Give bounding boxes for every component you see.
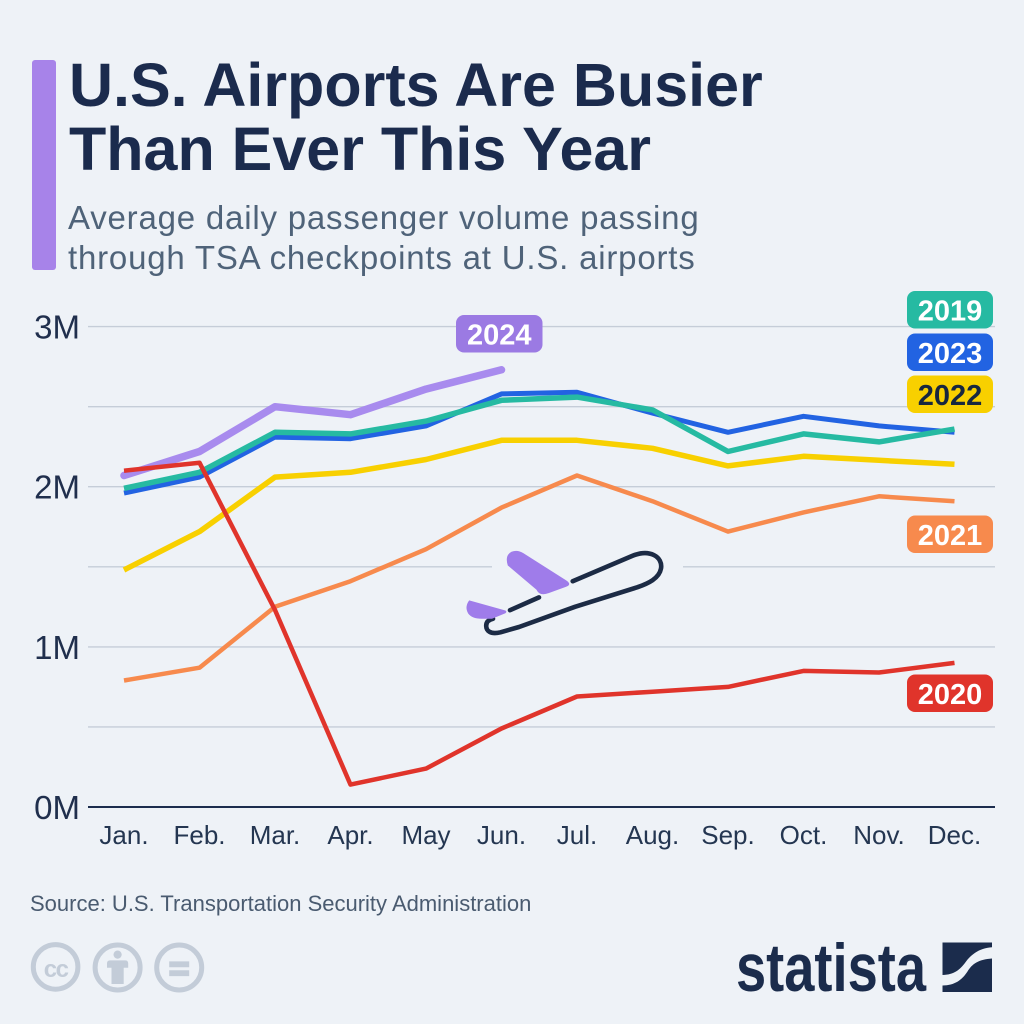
svg-text:Sep.: Sep. xyxy=(701,820,755,850)
svg-text:Jan.: Jan. xyxy=(99,820,148,850)
svg-text:Aug.: Aug. xyxy=(626,820,680,850)
svg-text:Jun.: Jun. xyxy=(477,820,526,850)
svg-text:2023: 2023 xyxy=(918,338,983,370)
svg-text:0M: 0M xyxy=(34,789,80,826)
svg-text:cc: cc xyxy=(44,956,69,983)
svg-text:2024: 2024 xyxy=(467,319,532,351)
svg-text:Oct.: Oct. xyxy=(780,820,828,850)
svg-text:May: May xyxy=(401,820,450,850)
svg-text:Nov.: Nov. xyxy=(853,820,905,850)
svg-text:Feb.: Feb. xyxy=(173,820,225,850)
svg-text:2019: 2019 xyxy=(918,295,983,327)
svg-text:2020: 2020 xyxy=(918,679,983,711)
svg-text:Apr.: Apr. xyxy=(327,820,373,850)
svg-text:statista: statista xyxy=(736,930,927,1006)
svg-text:Jul.: Jul. xyxy=(557,820,597,850)
svg-text:2022: 2022 xyxy=(918,380,983,412)
svg-text:1M: 1M xyxy=(34,629,80,666)
svg-text:3M: 3M xyxy=(34,309,80,346)
svg-text:Mar.: Mar. xyxy=(250,820,301,850)
svg-text:2M: 2M xyxy=(34,469,80,506)
svg-text:2021: 2021 xyxy=(918,520,983,552)
svg-text:Dec.: Dec. xyxy=(928,820,981,850)
